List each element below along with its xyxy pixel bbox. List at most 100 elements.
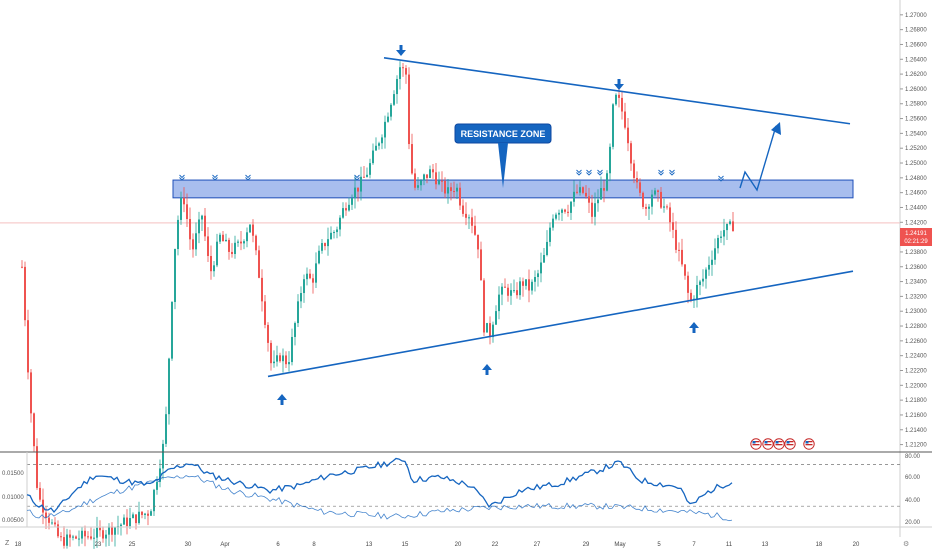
candle-up xyxy=(549,227,551,242)
candle-down xyxy=(564,209,566,212)
candle-up xyxy=(201,215,203,220)
candle-up xyxy=(165,414,167,444)
chevron-stroke xyxy=(718,175,724,180)
candle-up xyxy=(51,522,53,524)
candle-up xyxy=(366,174,368,177)
candle-up xyxy=(288,362,290,365)
candle-up xyxy=(510,290,512,296)
candle-down xyxy=(189,219,191,240)
candle-down xyxy=(687,275,689,293)
candle-down xyxy=(591,202,593,217)
price-axis-bg xyxy=(900,0,932,452)
time-axis[interactable]: 18 23 25 30 Apr 6 8 13 15 20 22 27 29 May 5 7 11 13 18 20 ⚙ xyxy=(15,540,910,548)
candle-up xyxy=(399,67,401,79)
time-tick-label: 13 xyxy=(762,542,769,548)
candle-down xyxy=(411,144,413,174)
price-tick-label: 1.26800 xyxy=(905,28,927,34)
resistance-zone-label: RESISTANCE ZONE xyxy=(461,129,546,139)
upper-trendline xyxy=(383,57,851,125)
chevron-stroke xyxy=(597,172,603,176)
candle-down xyxy=(414,173,416,188)
indicator-secondary-line xyxy=(26,475,733,522)
candle-up xyxy=(195,233,197,250)
candle-down xyxy=(63,537,65,546)
candle-up xyxy=(546,241,548,256)
candle-down xyxy=(690,292,692,301)
candle-up xyxy=(714,248,716,260)
price-tick-label: 1.26400 xyxy=(905,57,927,63)
price-tick-label: 1.26200 xyxy=(905,72,927,78)
candle-up xyxy=(198,219,200,234)
us-flag-icon[interactable] xyxy=(784,438,796,450)
candle-up xyxy=(570,201,572,213)
candle-up xyxy=(120,524,122,527)
candle-up xyxy=(387,116,389,122)
flag-canton xyxy=(786,441,790,444)
candle-up xyxy=(282,355,284,362)
candle-up xyxy=(597,199,599,204)
event-icons[interactable] xyxy=(750,438,815,450)
indicator-main-line xyxy=(26,457,733,514)
price-axis[interactable]: 1.27000 1.26800 1.26600 1.26400 1.26200 1.260… xyxy=(899,0,932,537)
candle-up xyxy=(396,78,398,95)
candle-down xyxy=(135,514,137,524)
candle-up xyxy=(114,527,116,535)
candle-down xyxy=(426,174,428,178)
chevron-stroke xyxy=(718,178,724,182)
candle-down xyxy=(48,517,50,523)
price-tick-label: 1.27000 xyxy=(905,13,927,19)
bottom-pivot-arrow-up xyxy=(689,322,699,333)
candle-up xyxy=(555,214,557,219)
time-tick-label: 6 xyxy=(276,542,280,548)
candle-down xyxy=(639,182,641,193)
settings-gear-icon[interactable]: ⚙ xyxy=(903,540,909,548)
time-tick-label: 23 xyxy=(95,542,102,548)
price-tick-label: 1.25600 xyxy=(905,117,927,123)
us-flag-icon[interactable] xyxy=(773,438,785,450)
chevron-stroke xyxy=(669,172,675,176)
touch-chevron-icon xyxy=(669,169,675,176)
flag-canton xyxy=(775,441,779,444)
candle-down xyxy=(483,280,485,333)
flag-stripe xyxy=(805,441,813,443)
time-tick-label: 5 xyxy=(657,542,661,548)
candle-up xyxy=(375,145,377,151)
candle-up xyxy=(531,281,533,291)
us-flag-icon[interactable] xyxy=(750,438,762,450)
candle-up xyxy=(351,198,353,205)
candle-down xyxy=(588,196,590,203)
candle-down xyxy=(240,241,242,244)
candle-down xyxy=(84,530,86,537)
candle-up xyxy=(702,278,704,282)
candle-up xyxy=(486,323,488,333)
us-flag-icon[interactable] xyxy=(803,438,815,450)
candle-up xyxy=(420,180,422,186)
candle-up xyxy=(93,537,95,539)
candle-up xyxy=(129,518,131,527)
candle-up xyxy=(438,180,440,185)
candle-up xyxy=(447,187,449,194)
candle-down xyxy=(462,205,464,214)
candle-up xyxy=(384,121,386,138)
us-flag-icon[interactable] xyxy=(762,438,774,450)
indicator-pane[interactable]: 0.01500 0.01000 0.00500 80.00 60.00 40.00 20.0… xyxy=(0,451,932,528)
candle-up xyxy=(696,284,698,299)
candle-up xyxy=(699,281,701,285)
candle-up xyxy=(150,511,152,516)
candle-down xyxy=(618,94,620,98)
projection-path xyxy=(739,125,777,192)
candle-down xyxy=(471,217,473,226)
price-tick-label: 1.24200 xyxy=(905,220,927,226)
indicator-left-tick: 0.00500 xyxy=(2,518,24,524)
candle-down xyxy=(450,187,452,192)
candle-down xyxy=(522,281,524,286)
candle-up xyxy=(609,146,611,174)
candle-down xyxy=(453,191,455,193)
time-tick-label: Apr xyxy=(220,542,229,548)
arrow-head xyxy=(689,322,699,328)
candle-down xyxy=(621,97,623,112)
flag-stripe xyxy=(786,441,794,443)
resistance-zone xyxy=(172,179,854,199)
